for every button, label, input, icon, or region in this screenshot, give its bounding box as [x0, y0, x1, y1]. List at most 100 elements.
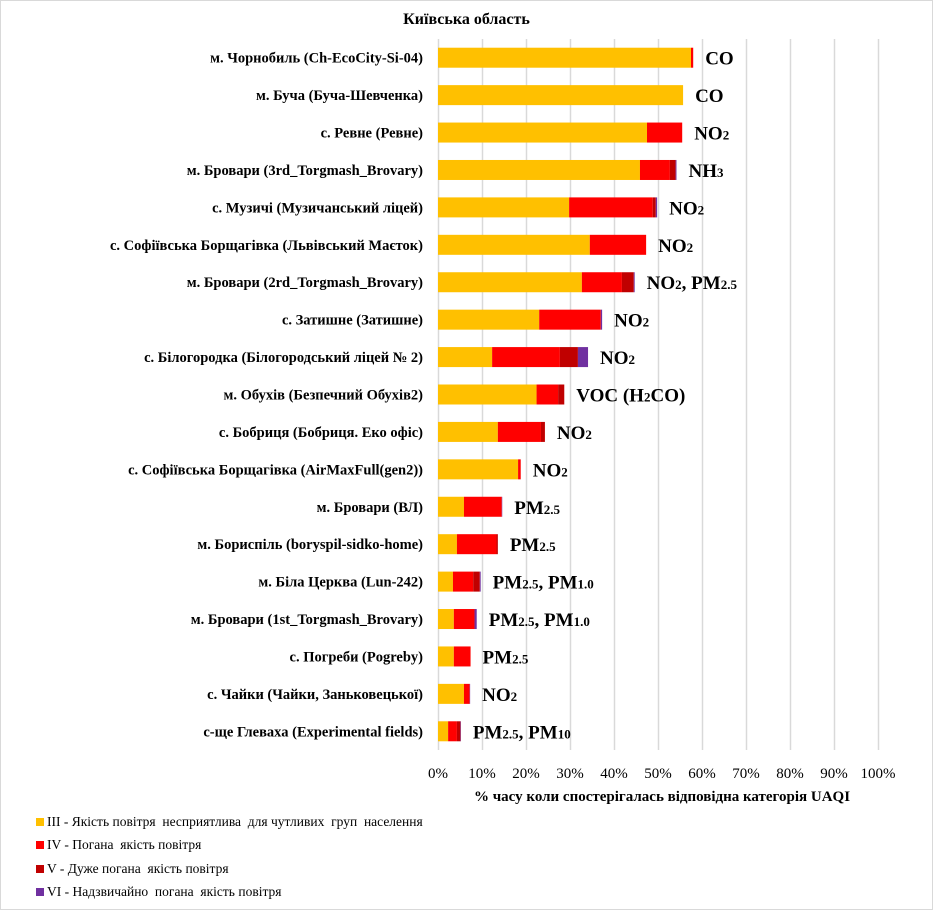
bar-segment: [463, 496, 502, 517]
x-tick-label: 10%: [468, 766, 496, 782]
bar-segment: [589, 234, 647, 255]
bar-segment: [438, 234, 590, 255]
bar-segment: [448, 721, 457, 742]
bar-segment: [655, 197, 658, 218]
x-tick-label: 20%: [512, 766, 540, 782]
bar-segment: [621, 272, 634, 293]
category-label: с. Погреби (Pogreby): [290, 649, 424, 665]
bar-segment: [438, 309, 540, 330]
bar-segment: [438, 496, 464, 517]
pollutant-annotation: PM2.5, PM10: [473, 722, 571, 743]
pollutant-annotation: CO: [695, 86, 724, 107]
bar-segment: [463, 683, 470, 704]
legend-item-iii: III - Якість повітря несприятлива для чу…: [36, 810, 423, 834]
category-label: м. Бровари (3rd_Torgmash_Brovary): [187, 163, 423, 179]
bar-segment: [438, 721, 449, 742]
chart-title: Київська область: [403, 11, 530, 28]
bar-segment: [438, 609, 454, 630]
x-tick-label: 40%: [600, 766, 628, 782]
bar-segment: [479, 571, 481, 592]
bar-segment: [438, 646, 454, 667]
bar-segment: [600, 309, 603, 330]
pollutant-annotation: PM2.5, PM1.0: [489, 610, 590, 631]
pollutant-annotation: NO2: [669, 198, 704, 219]
bar-segment: [453, 609, 475, 630]
bar-segment: [647, 122, 683, 143]
pollutant-annotation: NO2, PM2.5: [647, 273, 738, 294]
bar-segment: [558, 384, 565, 405]
pollutant-annotation: PM2.5: [483, 647, 529, 668]
category-labels: м. Чорнобиль (Ch-EcoCity-Si-04) м. Буча (…: [110, 51, 423, 741]
bar-segment: [453, 646, 471, 667]
bar-segment: [438, 683, 464, 704]
x-tick-label: 70%: [732, 766, 760, 782]
pollutant-annotation: NO2: [482, 685, 517, 706]
category-label: м. Бровари (1st_Torgmash_Brovary): [191, 612, 423, 628]
category-label: с. Софіївська Борщагівка (AirMaxFull(gen…: [128, 462, 423, 478]
bar-segment: [536, 384, 559, 405]
bar-segment: [577, 347, 589, 368]
category-label: с. Ревне (Ревне): [321, 126, 424, 142]
pollutant-annotation: NO2: [533, 460, 568, 481]
category-label: м. Буча (Буча-Шевченка): [256, 88, 423, 104]
bar-segment: [639, 159, 670, 180]
category-label: м. Бровари (ВЛ): [317, 500, 424, 516]
bar-segment: [496, 534, 498, 555]
bar-segment: [438, 421, 498, 442]
bar-segment: [652, 197, 656, 218]
category-label: м. Біла Церква (Lun-242): [258, 575, 423, 591]
bar-segment: [438, 384, 537, 405]
pollutant-annotations: CO CO NO2 NH3 NO2 NO2 NO2, PM2.5 NO2 NO2 VOC (H2C…: [473, 49, 738, 744]
x-axis-title: % часу коли спостерігалась відповідна ка…: [474, 789, 850, 805]
category-label: м. Бориспіль (boryspil-sidko-home): [197, 537, 423, 553]
bar-segment: [456, 721, 461, 742]
category-label: с. Затишне (Затишне): [282, 313, 423, 329]
bars: [438, 47, 694, 742]
category-label: с. Музичі (Музичанський ліцей): [212, 200, 423, 216]
legend: III - Якість повітря несприятлива для чу…: [36, 810, 423, 904]
x-tick-label: 100%: [861, 766, 896, 782]
bar-segment: [518, 459, 521, 480]
legend-label: VI - Надзвичайно погана якість повітря: [47, 884, 282, 900]
bar-segment: [438, 47, 691, 68]
legend-label: III - Якість повітря несприятлива для чу…: [47, 813, 423, 829]
bar-segment: [438, 347, 493, 368]
category-label: с. Софіївська Борщагівка (Львівський Має…: [110, 238, 423, 254]
legend-swatch: [36, 817, 44, 826]
pollutant-annotation: NO2: [658, 236, 693, 257]
x-tick-label: 30%: [556, 766, 584, 782]
legend-item-vi: VI - Надзвичайно погана якість повітря: [36, 881, 423, 905]
bar-segment: [675, 159, 677, 180]
bar-segment: [438, 159, 640, 180]
category-label: с. Бобриця (Бобриця. Еко офіс): [219, 425, 423, 441]
bar-segment: [456, 534, 497, 555]
bar-segment: [633, 272, 635, 293]
x-tick-label: 80%: [776, 766, 804, 782]
pollutant-annotation: NO2: [600, 348, 635, 369]
bar-segment: [669, 159, 676, 180]
bar-segment: [438, 197, 570, 218]
x-tick-label: 90%: [820, 766, 848, 782]
pollutant-annotation: NO2: [557, 423, 592, 444]
legend-item-v: V - Дуже погана якість повітря: [36, 857, 423, 881]
category-label: с. Білогородка (Білогородський ліцей № 2…: [144, 350, 423, 366]
legend-label: V - Дуже погана якість повітря: [47, 860, 229, 876]
bar-segment: [474, 609, 477, 630]
x-tick-label: 60%: [688, 766, 716, 782]
x-tick-label: 50%: [644, 766, 672, 782]
category-label: с. Чайки (Чайки, Заньковецької): [207, 687, 423, 703]
category-label: м. Бровари (2rd_Torgmash_Brovary): [187, 275, 423, 291]
bar-segment: [438, 272, 582, 293]
bar-segment: [438, 571, 453, 592]
pollutant-annotation: NH3: [688, 161, 724, 182]
pollutant-annotation: VOC (H2CO): [576, 386, 685, 407]
pollutant-annotation: PM2.5, PM1.0: [493, 573, 594, 594]
category-label: м. Обухів (Безпечний Обухів2): [224, 388, 424, 404]
legend-swatch: [36, 888, 44, 897]
bar-segment: [438, 85, 684, 106]
x-tick-label: 0%: [428, 766, 448, 782]
pollutant-annotation: PM2.5: [510, 535, 556, 556]
bar-segment: [540, 421, 545, 442]
bar-segment: [559, 347, 578, 368]
